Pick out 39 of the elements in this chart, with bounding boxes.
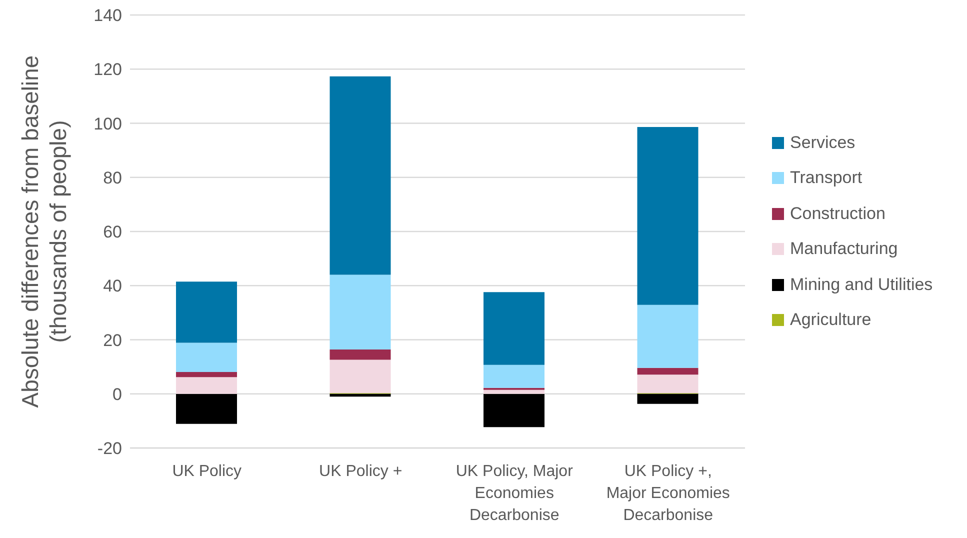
bar: [484, 394, 544, 428]
bar: [330, 274, 391, 350]
y-tick-label: 20: [103, 330, 122, 350]
bar: [484, 390, 544, 394]
bar: [176, 377, 237, 394]
bar: [637, 394, 698, 404]
bar: [176, 394, 237, 424]
y-tick-label: 40: [103, 276, 122, 296]
y-tick-label: 0: [112, 384, 122, 404]
x-tick-label: UK Policy, Major Economies Decarbonise: [456, 463, 574, 524]
bar: [176, 282, 237, 343]
x-tick-label: UK Policy +: [319, 463, 402, 480]
legend-label: Agriculture: [790, 310, 872, 330]
y-tick-label: 100: [94, 114, 122, 134]
legend-label: Manufacturing: [790, 239, 898, 260]
y-tick-label: 80: [103, 168, 122, 188]
bar: [637, 368, 698, 375]
bar: [484, 292, 544, 365]
legend-label: Transport: [790, 168, 862, 188]
bar: [637, 127, 698, 305]
x-tick-label: UK Policy +, Major Economies Decarbonise: [606, 463, 730, 524]
y-tick-label: -20: [97, 439, 122, 458]
bar: [330, 76, 391, 275]
bar: [330, 394, 391, 397]
bar: [637, 374, 698, 394]
y-axis-title: Absolute differences from baseline (thousands of people): [17, 55, 71, 408]
bar: [176, 372, 237, 378]
bar: [484, 364, 544, 388]
legend-label: Mining and Utilities: [790, 274, 933, 295]
legend-label: Services: [790, 132, 856, 153]
bar: [330, 360, 391, 394]
x-tick-label: UK Policy: [172, 463, 242, 480]
bar: [176, 342, 237, 372]
y-tick-label: 120: [94, 60, 122, 80]
bar: [330, 349, 391, 360]
legend-label: Construction: [790, 204, 886, 224]
y-tick-label: 60: [103, 222, 122, 242]
bar: [637, 304, 698, 368]
y-tick-label: 140: [94, 6, 122, 26]
